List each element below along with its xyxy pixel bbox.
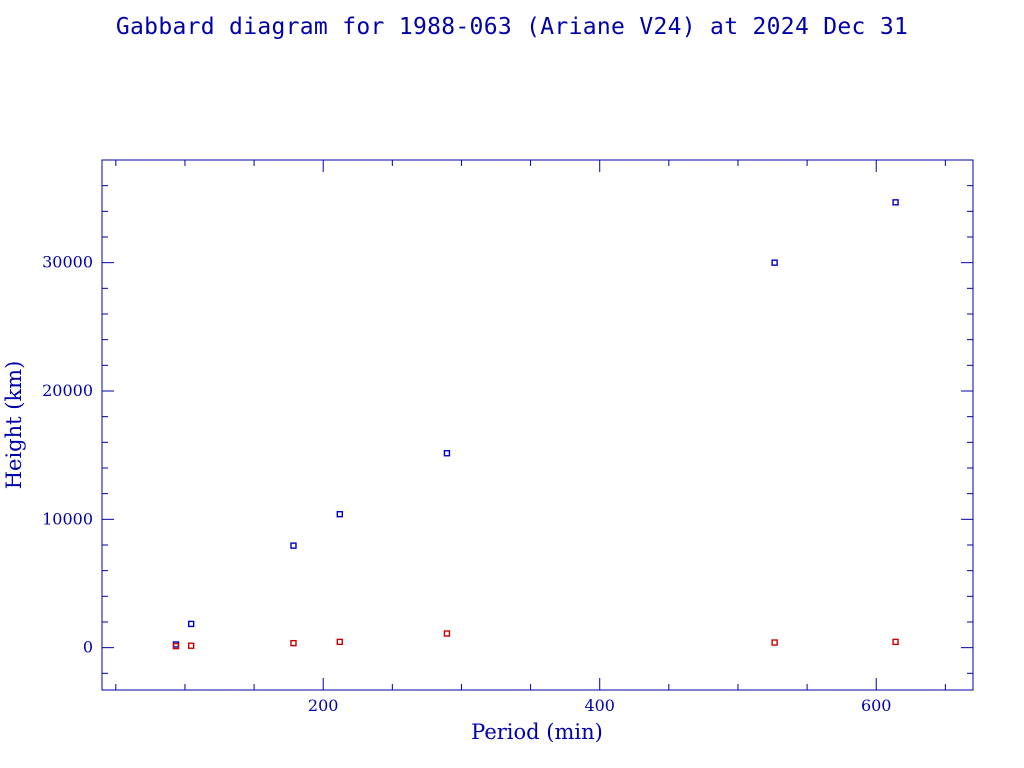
y-axis-label: Height (km) bbox=[2, 361, 26, 490]
perigee-point bbox=[172, 642, 180, 650]
tick-labels: 200 400 600 0 10000 20000 30000 bbox=[42, 253, 891, 715]
y-tick-label: 30000 bbox=[42, 253, 93, 272]
chart-title: Gabbard diagram for 1988-063 (Ariane V24… bbox=[115, 14, 909, 40]
perigee-point bbox=[892, 638, 899, 646]
perigee-point bbox=[443, 630, 451, 637]
apogee-point bbox=[771, 259, 778, 266]
perigee-point bbox=[290, 639, 297, 647]
perigee-point bbox=[336, 638, 343, 646]
perigee-point bbox=[771, 639, 778, 646]
apogee-point bbox=[290, 542, 297, 549]
apogee-point bbox=[187, 620, 195, 628]
x-tick-label: 400 bbox=[584, 696, 615, 715]
x-axis-label: Period (min) bbox=[471, 720, 603, 744]
y-tick-label: 20000 bbox=[42, 381, 93, 400]
perigee-point bbox=[187, 642, 195, 649]
plot-frame bbox=[101, 159, 974, 691]
apogee-point bbox=[336, 510, 343, 518]
x-tick-label: 600 bbox=[861, 696, 892, 715]
axis-ticks bbox=[102, 160, 973, 690]
x-tick-label: 200 bbox=[308, 696, 339, 715]
apogee-point bbox=[172, 641, 180, 648]
y-tick-label: 0 bbox=[83, 638, 93, 657]
apogee-point bbox=[443, 450, 451, 457]
data-points bbox=[172, 199, 899, 650]
apogee-point bbox=[892, 199, 899, 206]
y-tick-label: 10000 bbox=[42, 509, 93, 528]
